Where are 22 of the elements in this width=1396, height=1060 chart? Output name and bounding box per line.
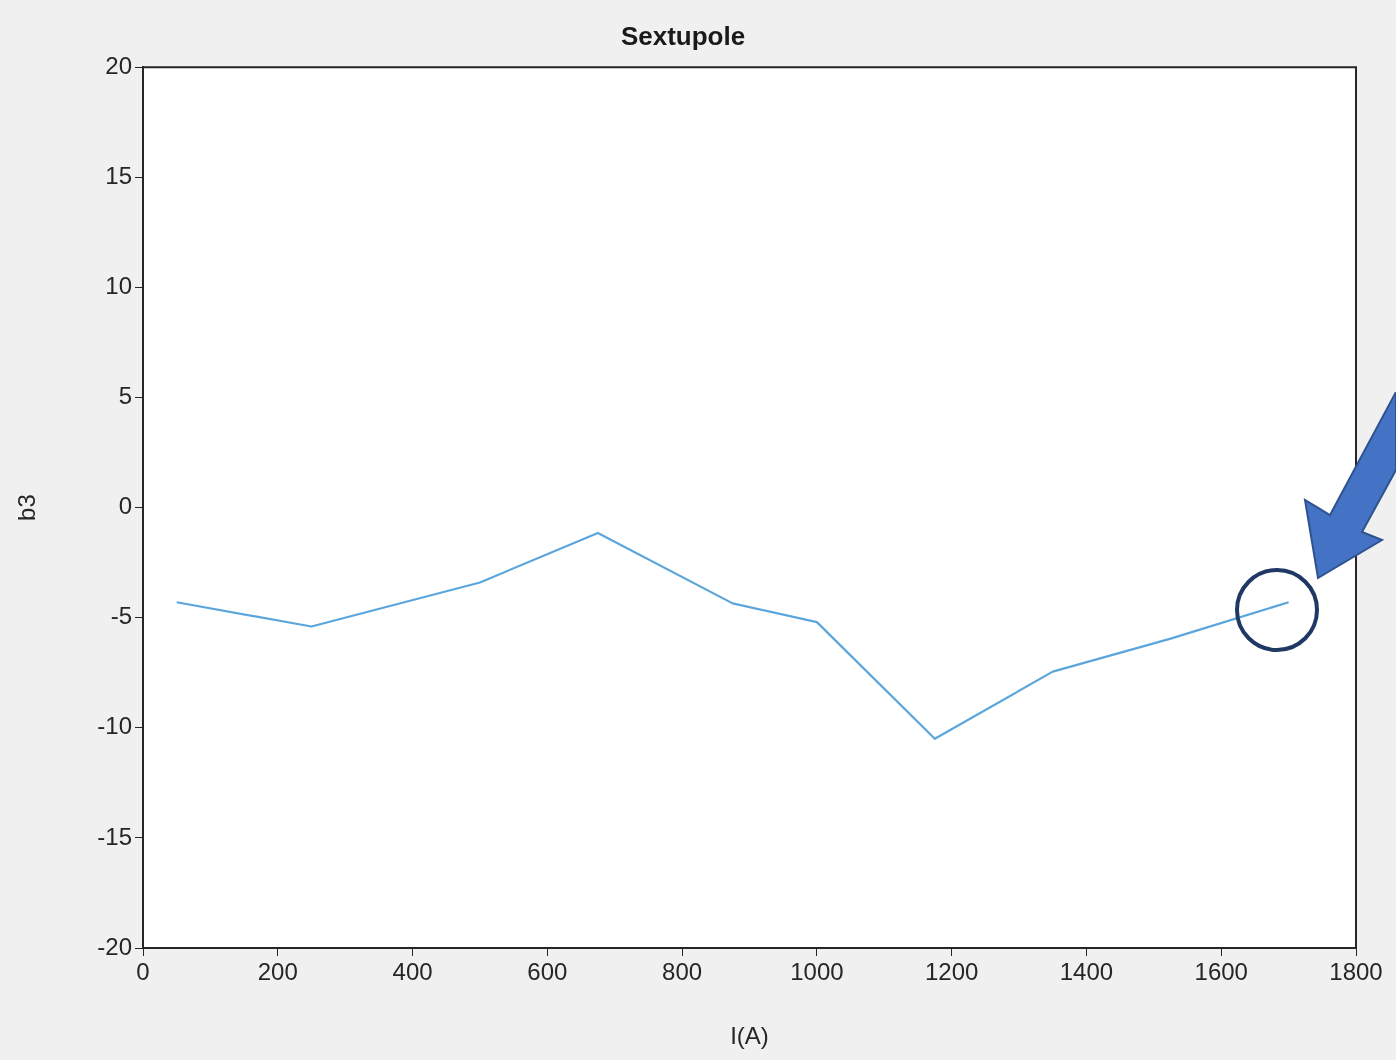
x-tick-label: 0 [136, 958, 150, 986]
x-tick-label: 1600 [1194, 958, 1248, 986]
y-tick-label: 15 [105, 161, 132, 189]
y-tick-label: 10 [105, 272, 132, 300]
y-tick-label: -5 [110, 602, 132, 630]
y-tick-label: 20 [105, 51, 132, 79]
y-tick-label: -15 [97, 822, 132, 850]
x-tick-label: 1000 [790, 958, 844, 986]
x-tick-label: 200 [257, 958, 298, 986]
y-tick-label: -10 [97, 712, 132, 740]
chart-title: Sextupole [620, 20, 746, 51]
y-tick-label: 5 [118, 382, 132, 410]
x-tick-label: 1400 [1059, 958, 1114, 986]
y-tick-label: -20 [97, 932, 132, 960]
y-axis-title: b3 [13, 494, 41, 521]
x-tick-label: 800 [662, 958, 703, 986]
x-axis-title: I(A) [730, 1022, 769, 1050]
y-tick-label: 0 [118, 492, 132, 520]
x-tick-label: 1800 [1329, 958, 1383, 986]
x-tick-label: 1200 [924, 958, 979, 986]
x-tick-label: 400 [392, 958, 433, 986]
x-tick-label: 600 [527, 958, 568, 986]
